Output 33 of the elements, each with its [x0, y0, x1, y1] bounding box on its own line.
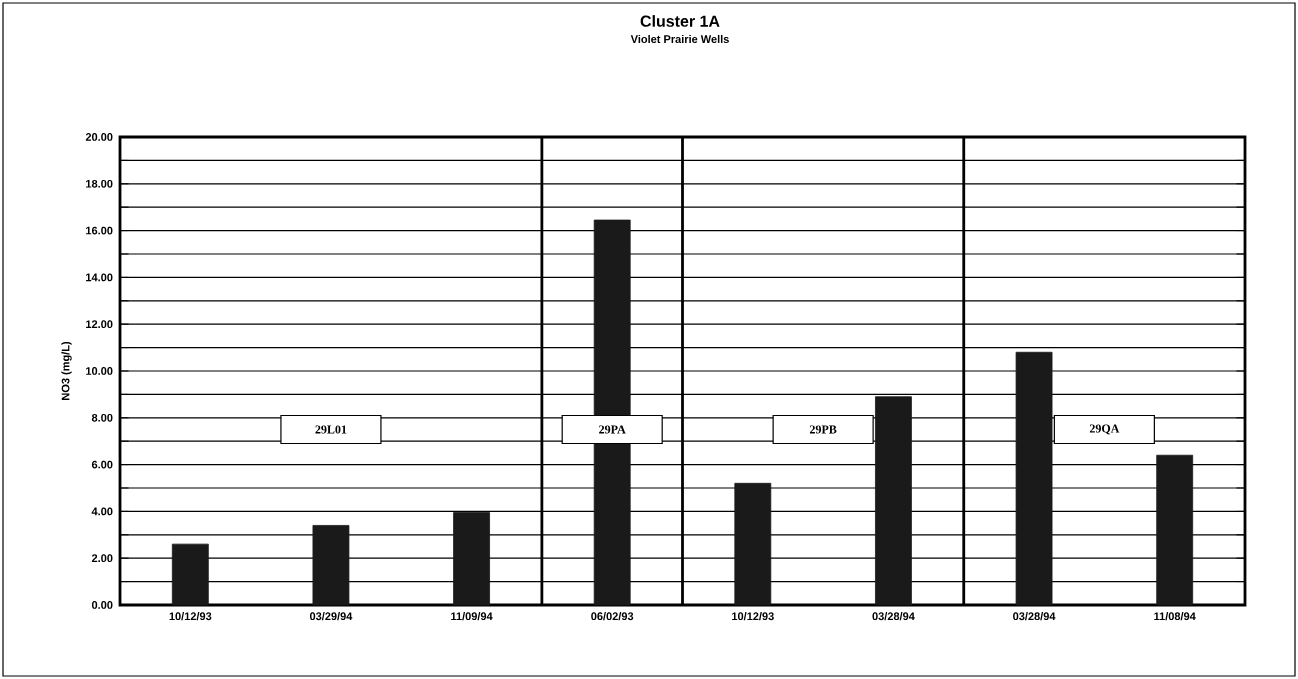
annotation: 29PB — [809, 425, 837, 434]
chart-title: Cluster 1A — [640, 15, 720, 27]
y-tick-label: 6.00 — [91, 460, 113, 469]
y-tick-label: 10.00 — [86, 367, 113, 375]
y-tick-label: 12.00 — [86, 320, 113, 329]
x-tick-label: 03/29/94 — [309, 612, 353, 621]
x-tick-label: 11/08/94 — [1154, 612, 1196, 621]
bar — [734, 482, 772, 606]
x-tick-label: 11/09/94 — [451, 612, 493, 621]
x-tick-label: 06/02/93 — [591, 612, 634, 621]
y-tick-label: 0.00 — [91, 601, 113, 609]
bar — [453, 512, 490, 606]
annotation: 29PA — [599, 425, 626, 434]
y-tick-label: 8.00 — [91, 413, 113, 422]
annotation: 29QA — [1089, 424, 1120, 435]
y-tick-label: 4.00 — [91, 507, 113, 516]
x-tick-label: 10/12/93 — [732, 612, 774, 621]
y-tick-label: 2.00 — [91, 554, 113, 563]
x-tick-label: 03/28/94 — [872, 612, 915, 621]
y-axis-title: NO3 (mg/L) — [61, 341, 72, 400]
x-tick-label: 10/12/93 — [169, 612, 212, 621]
y-tick-label: 20.00 — [85, 133, 113, 141]
y-tick-label: 16.00 — [86, 226, 113, 235]
y-tick-label: 18.00 — [86, 179, 113, 188]
chart-subtitle: Violet Prairie Wells — [630, 34, 729, 44]
bar — [1156, 454, 1194, 606]
bar — [1015, 351, 1053, 606]
bar — [875, 396, 912, 606]
bar — [171, 543, 209, 606]
annotation: 29L01 — [315, 425, 347, 434]
bar — [312, 525, 350, 606]
y-tick-label: 14.00 — [86, 273, 113, 282]
x-tick-label: 03/28/94 — [1013, 612, 1056, 621]
